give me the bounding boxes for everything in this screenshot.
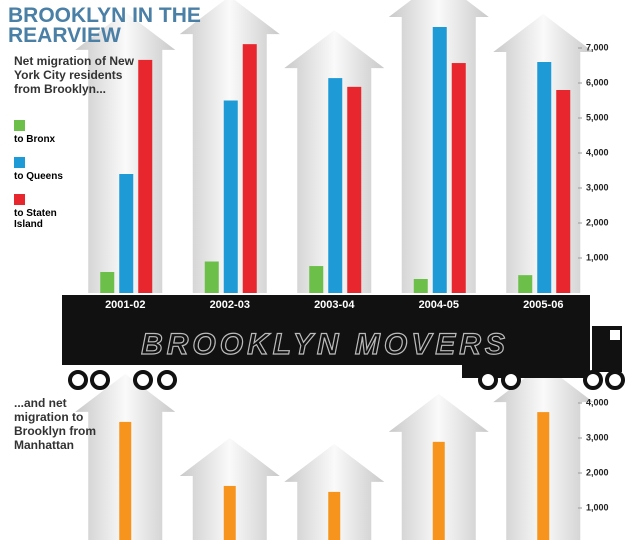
bar [413, 279, 428, 293]
y-tick-label: 4,000 [586, 397, 609, 407]
y-tick-label: 2,000 [586, 217, 609, 227]
bar [100, 272, 115, 293]
bar [537, 412, 550, 540]
y-tick-label: 3,000 [586, 432, 609, 442]
y-tick-label: 5,000 [586, 112, 609, 122]
bar [518, 275, 533, 293]
legend-swatch [14, 120, 25, 131]
bar [204, 261, 219, 293]
x-tick-label: 2003-04 [314, 299, 355, 311]
y-tick-label: 1,000 [586, 502, 609, 512]
bar [119, 421, 132, 540]
x-tick-label: 2005-06 [523, 299, 563, 311]
bar [328, 78, 343, 293]
cab-window [610, 330, 620, 340]
legend-label: to Bronx [14, 134, 56, 145]
bar [138, 59, 153, 294]
bar [432, 27, 447, 293]
annotation: ...and net migration to Brooklyn from Ma… [14, 396, 97, 452]
y-tick-label: 2,000 [586, 467, 609, 477]
bar [242, 44, 257, 294]
subtitle: Net migration of New York City residents… [14, 54, 135, 96]
x-tick-label: 2004-05 [419, 299, 459, 311]
legend-entry: to Bronx [14, 120, 74, 145]
bar [537, 62, 552, 293]
y-tick-label: 4,000 [586, 147, 609, 157]
x-tick-label: 2002-03 [210, 299, 250, 311]
bar [119, 174, 134, 293]
bar [223, 100, 238, 293]
bar [451, 63, 466, 293]
truck: 2001-02 2002-03 2003-04 2004-05 2005-06 BROOK… [62, 295, 625, 390]
x-tick-label: 2001-02 [105, 299, 145, 311]
legend-swatch [14, 157, 25, 168]
bar [223, 485, 236, 540]
y-tick-label: 3,000 [586, 182, 609, 192]
bar [556, 90, 571, 293]
bar [347, 86, 362, 293]
legend-entry: to Queens [14, 157, 74, 182]
legend-label: to Queens [14, 171, 63, 182]
truck-text: BROOKLYN MOVERS [141, 328, 509, 361]
legend-entry: to Staten Island [14, 194, 74, 230]
bar [309, 266, 324, 293]
legend-swatch [14, 194, 25, 205]
y-tick-label: 1,000 [586, 252, 609, 262]
legend-label: to Staten Island [14, 208, 57, 230]
bar [432, 441, 445, 540]
title: BROOKLYN IN THE REARVIEW [8, 4, 201, 47]
y-tick-label: 7,000 [586, 42, 609, 52]
bar [328, 491, 341, 540]
wheels [68, 370, 625, 390]
y-tick-label: 6,000 [586, 77, 609, 87]
trailer [62, 295, 590, 365]
